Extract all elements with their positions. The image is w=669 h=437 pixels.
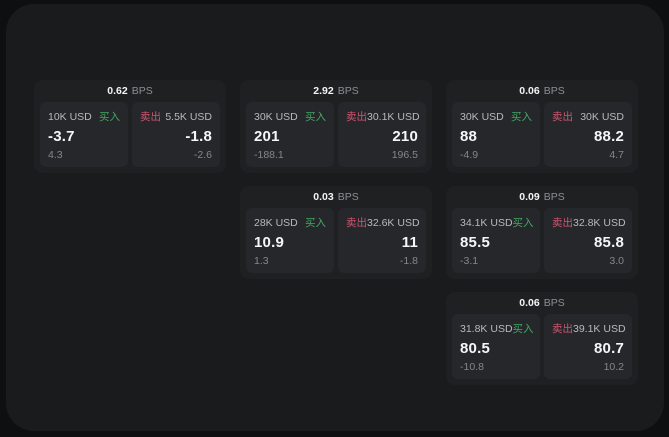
spread-header: 0.06 BPS (452, 80, 632, 102)
sell-amount: 30K USD (580, 111, 624, 123)
buy-side-label: 买入 (511, 111, 532, 123)
buy-amount: 10K USD (48, 111, 92, 123)
spread-value: 0.06 (519, 85, 540, 97)
spread-value: 0.03 (313, 191, 334, 203)
sell-side-label: 卖出 (552, 111, 573, 123)
quote-card-3: 0.06 BPS 30K USD 买入 88 -4.9 卖出 30K USD 88… (446, 80, 638, 173)
sell-change: 10.2 (603, 361, 624, 373)
buy-price: -3.7 (48, 128, 75, 145)
buy-panel[interactable]: 10K USD 买入 -3.7 4.3 (40, 102, 128, 167)
buy-price: 88 (460, 128, 478, 145)
buy-change: -4.9 (460, 149, 479, 161)
sell-side-label: 卖出 (552, 323, 573, 335)
buy-change: 4.3 (48, 149, 63, 161)
sell-price: 11 (401, 234, 418, 251)
spread-header: 0.62 BPS (40, 80, 220, 102)
spread-value: 0.62 (107, 85, 128, 97)
buy-price: 80.5 (460, 340, 490, 357)
sell-side-label: 卖出 (346, 217, 367, 229)
buy-panel[interactable]: 31.8K USD 买入 80.5 -10.8 (452, 314, 540, 379)
sell-panel[interactable]: 卖出 39.1K USD 80.7 10.2 (544, 314, 632, 379)
spread-header: 0.06 BPS (452, 292, 632, 314)
spread-unit: BPS (337, 85, 359, 97)
sell-side-label: 卖出 (346, 111, 367, 123)
sell-side-label: 卖出 (140, 111, 161, 123)
sell-change: 4.7 (609, 149, 624, 161)
spread-value: 2.92 (313, 85, 334, 97)
sell-side-label: 卖出 (552, 217, 573, 229)
spread-value: 0.06 (519, 297, 540, 309)
buy-price: 10.9 (254, 234, 284, 251)
sell-price: -1.8 (185, 128, 212, 145)
buy-change: -3.1 (460, 255, 479, 267)
spread-value: 0.09 (519, 191, 540, 203)
buy-amount: 30K USD (460, 111, 504, 123)
buy-amount: 30K USD (254, 111, 298, 123)
buy-side-label: 买入 (305, 217, 326, 229)
sell-panel[interactable]: 卖出 32.8K USD 85.8 3.0 (544, 208, 632, 273)
buy-change: 1.3 (254, 255, 269, 267)
buy-change: -10.8 (460, 361, 484, 373)
buy-side-label: 买入 (305, 111, 326, 123)
buy-price: 201 (254, 128, 280, 145)
buy-amount: 31.8K USD (460, 323, 513, 335)
sell-change: 196.5 (391, 149, 418, 161)
quote-card-4: 0.03 BPS 28K USD 买入 10.9 1.3 卖出 32.6K USD… (240, 186, 432, 279)
sell-amount: 5.5K USD (165, 111, 212, 123)
spread-header: 2.92 BPS (246, 80, 426, 102)
sell-panel[interactable]: 卖出 30K USD 88.2 4.7 (544, 102, 632, 167)
quote-card-1: 0.62 BPS 10K USD 买入 -3.7 4.3 卖出 5.5K USD … (34, 80, 226, 173)
sell-change: -2.6 (193, 149, 212, 161)
buy-panel[interactable]: 30K USD 买入 201 -188.1 (246, 102, 334, 167)
sell-panel[interactable]: 卖出 5.5K USD -1.8 -2.6 (132, 102, 220, 167)
sell-panel[interactable]: 卖出 30.1K USD 210 196.5 (338, 102, 426, 167)
sell-amount: 39.1K USD (573, 323, 626, 335)
buy-side-label: 买入 (512, 323, 534, 335)
sell-change: 3.0 (609, 255, 624, 267)
sell-panel[interactable]: 卖出 32.6K USD 11 -1.8 (338, 208, 426, 273)
sell-price: 210 (392, 128, 418, 145)
spread-unit: BPS (337, 191, 359, 203)
quote-card-6: 0.06 BPS 31.8K USD 买入 80.5 -10.8 卖出 39.1K… (446, 292, 638, 385)
buy-side-label: 买入 (512, 217, 534, 229)
sell-price: 88.2 (594, 128, 624, 145)
spread-header: 0.09 BPS (452, 186, 632, 208)
buy-amount: 34.1K USD (460, 217, 513, 229)
quote-card-2: 2.92 BPS 30K USD 买入 201 -188.1 卖出 30.1K U… (240, 80, 432, 173)
sell-change: -1.8 (399, 255, 418, 267)
sell-price: 80.7 (594, 340, 624, 357)
sell-amount: 32.8K USD (573, 217, 626, 229)
quote-card-5: 0.09 BPS 34.1K USD 买入 85.5 -3.1 卖出 32.8K … (446, 186, 638, 279)
buy-change: -188.1 (254, 149, 284, 161)
spread-unit: BPS (543, 297, 565, 309)
quote-cards-grid: 0.62 BPS 10K USD 买入 -3.7 4.3 卖出 5.5K USD … (34, 80, 638, 385)
buy-panel[interactable]: 34.1K USD 买入 85.5 -3.1 (452, 208, 540, 273)
buy-amount: 28K USD (254, 217, 298, 229)
sell-amount: 32.6K USD (367, 217, 420, 229)
spread-unit: BPS (131, 85, 153, 97)
buy-panel[interactable]: 28K USD 买入 10.9 1.3 (246, 208, 334, 273)
spread-unit: BPS (543, 85, 565, 97)
buy-price: 85.5 (460, 234, 490, 251)
spread-header: 0.03 BPS (246, 186, 426, 208)
buy-side-label: 买入 (99, 111, 120, 123)
buy-panel[interactable]: 30K USD 买入 88 -4.9 (452, 102, 540, 167)
spread-unit: BPS (543, 191, 565, 203)
sell-amount: 30.1K USD (367, 111, 420, 123)
sell-price: 85.8 (594, 234, 624, 251)
